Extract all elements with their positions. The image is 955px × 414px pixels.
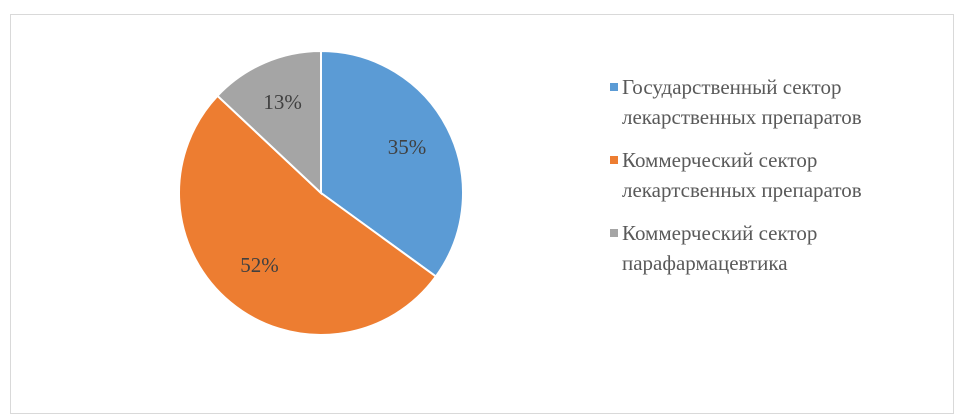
- pie-slice: [216, 49, 322, 196]
- legend-item: Коммерческий сектор парафармацевтика: [610, 218, 945, 278]
- legend: Государственный сектор лекарственных пре…: [610, 72, 945, 291]
- legend-label: Государственный сектор лекарственных пре…: [622, 75, 862, 129]
- legend-marker: [610, 156, 618, 164]
- data-label: 52%: [240, 253, 279, 277]
- legend-label: Коммерческий сектор лекартсвенных препар…: [622, 148, 862, 202]
- data-label: 35%: [388, 135, 427, 159]
- pie-slice: [178, 94, 438, 336]
- data-label: 13%: [263, 90, 302, 114]
- pie-slice: [320, 49, 464, 278]
- legend-marker: [610, 83, 618, 91]
- legend-item: Коммерческий сектор лекартсвенных препар…: [610, 145, 945, 205]
- legend-label: Коммерческий сектор парафармацевтика: [622, 221, 818, 275]
- legend-item: Государственный сектор лекарственных пре…: [610, 72, 945, 132]
- legend-marker: [610, 229, 618, 237]
